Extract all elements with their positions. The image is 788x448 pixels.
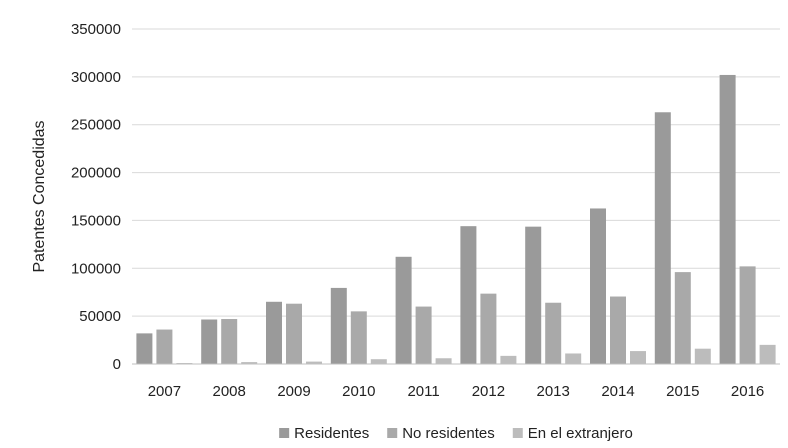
bar-residentes-2011 xyxy=(395,256,412,364)
bar-no-residentes-2016 xyxy=(739,266,756,364)
bar-residentes-2007 xyxy=(136,333,153,364)
bar-residentes-2012 xyxy=(460,226,477,364)
legend-label: No residentes xyxy=(402,425,495,442)
bar-residentes-2010 xyxy=(330,287,347,364)
bar-no-residentes-2010 xyxy=(350,311,367,364)
x-tick-label: 2012 xyxy=(472,383,505,400)
x-tick-label: 2016 xyxy=(731,383,764,400)
bar-residentes-2014 xyxy=(590,208,606,364)
x-tick-label: 2015 xyxy=(666,383,699,400)
bar-residentes-2016 xyxy=(719,74,736,364)
legend-swatch xyxy=(387,428,398,438)
bar-residentes-2013 xyxy=(525,226,542,364)
bar-en-el-extranjero-2014 xyxy=(630,351,646,364)
bar-no-residentes-2011 xyxy=(415,306,432,364)
x-tick-label: 2010 xyxy=(342,383,375,400)
legend-label: Residentes xyxy=(294,425,369,442)
bar-residentes-2015 xyxy=(654,112,671,365)
x-tick-label: 2014 xyxy=(601,383,634,400)
y-tick-label: 350000 xyxy=(71,21,121,38)
x-axis-ticks: 2007 2008 2009 2010 2011 2012 2013 2014 2015 2016 xyxy=(148,383,765,400)
bars xyxy=(136,74,776,365)
bar-en-el-extranjero-2011 xyxy=(435,358,452,364)
x-tick-label: 2011 xyxy=(407,383,439,400)
y-tick-label: 100000 xyxy=(71,260,121,277)
y-tick-label: 50000 xyxy=(79,308,121,325)
legend-label: En el extranjero xyxy=(528,425,633,442)
gridlines xyxy=(132,28,780,317)
legend-swatch xyxy=(512,428,523,438)
bar-en-el-extranjero-2013 xyxy=(565,353,582,364)
bar-no-residentes-2009 xyxy=(286,303,302,364)
y-tick-label: 250000 xyxy=(71,117,121,134)
y-tick-label: 200000 xyxy=(71,165,121,182)
bar-en-el-extranjero-2009 xyxy=(306,361,322,364)
y-axis-ticks: 0 50000 100000 150000 200000 250000 300000 3500… xyxy=(71,21,121,373)
y-tick-label: 150000 xyxy=(71,212,121,229)
bar-no-residentes-2007 xyxy=(156,329,173,364)
y-axis-title: Patentes Concedidas xyxy=(31,120,48,272)
bar-en-el-extranjero-2010 xyxy=(370,359,387,364)
bar-no-residentes-2015 xyxy=(674,272,691,364)
x-tick-label: 2013 xyxy=(537,383,570,400)
x-tick-label: 2009 xyxy=(277,383,310,400)
y-tick-label: 0 xyxy=(113,356,121,373)
bar-no-residentes-2014 xyxy=(610,296,626,364)
bar-no-residentes-2013 xyxy=(545,302,562,364)
legend-swatch xyxy=(279,428,290,438)
x-tick-label: 2008 xyxy=(213,383,246,400)
bar-en-el-extranjero-2008 xyxy=(241,362,258,364)
bar-en-el-extranjero-2015 xyxy=(694,348,711,364)
bar-en-el-extranjero-2016 xyxy=(759,344,776,364)
y-tick-label: 300000 xyxy=(71,69,121,86)
bar-no-residentes-2012 xyxy=(480,293,497,364)
bar-no-residentes-2008 xyxy=(221,319,238,364)
legend: Residentes No residentes En el extranjero xyxy=(279,425,633,442)
bar-residentes-2008 xyxy=(201,319,218,364)
bar-residentes-2009 xyxy=(266,301,282,364)
x-tick-label: 2007 xyxy=(148,383,181,400)
bar-en-el-extranjero-2012 xyxy=(500,355,517,364)
